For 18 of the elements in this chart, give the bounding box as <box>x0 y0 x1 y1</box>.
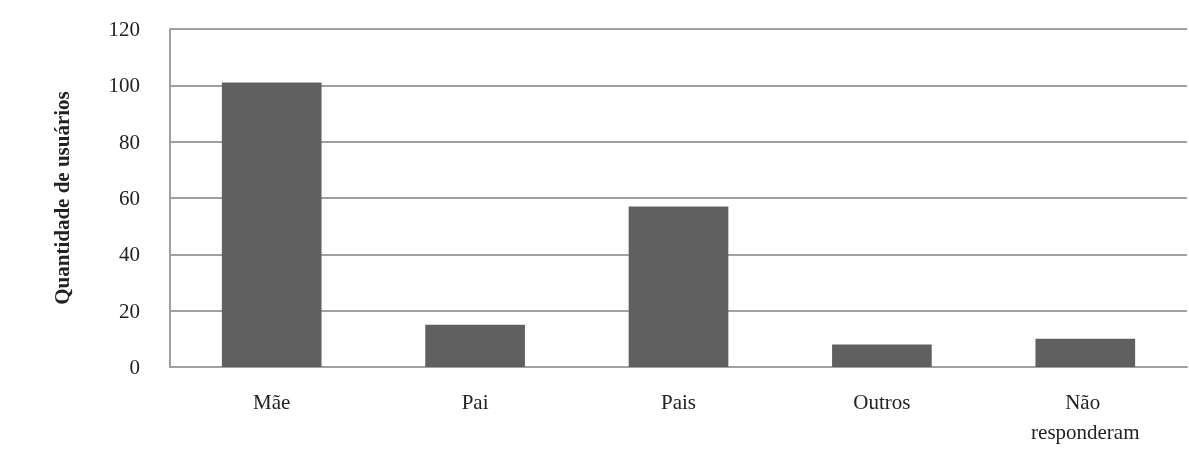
y-tick-label: 120 <box>108 17 140 41</box>
bar <box>832 344 932 367</box>
y-axis-title: Quantidade de usuários <box>50 91 74 305</box>
y-tick-label: 60 <box>119 186 140 210</box>
bar <box>628 206 729 367</box>
bar <box>425 324 525 367</box>
y-tick-label: 0 <box>129 355 140 379</box>
bar <box>221 82 322 367</box>
bar <box>1035 338 1136 367</box>
x-tick-label: Outros <box>853 390 911 414</box>
y-tick-label: 20 <box>119 298 140 323</box>
x-tick-label: Pais <box>660 390 697 414</box>
x-tick-label: Não responderam <box>1031 390 1140 444</box>
y-tick-label: 40 <box>119 242 140 267</box>
x-tick-label: Pai <box>461 390 489 414</box>
y-tick-label: 100 <box>108 73 140 98</box>
x-tick-label: Mãe <box>253 390 291 414</box>
y-tick-label: 80 <box>119 129 140 154</box>
